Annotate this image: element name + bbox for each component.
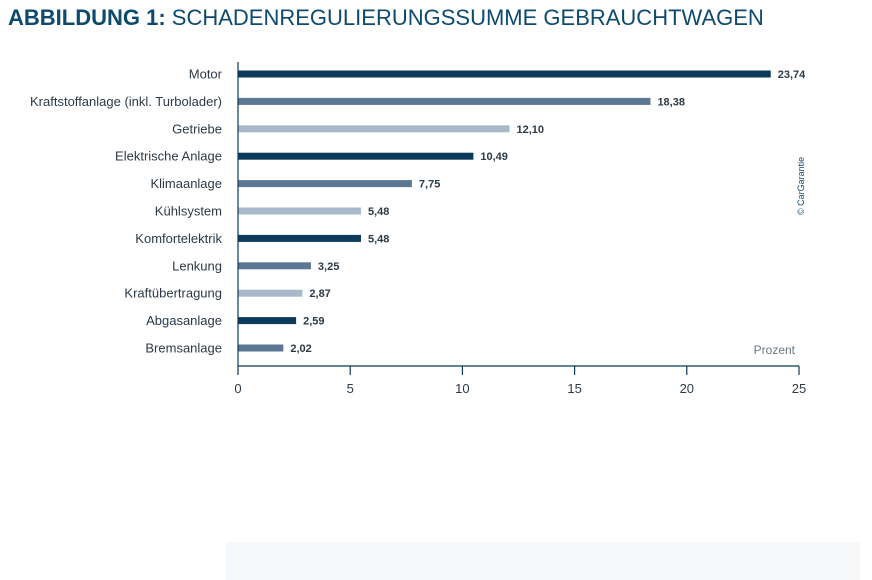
value-label: 2,02 (290, 343, 311, 355)
copyright-note: © CarGarantie (796, 157, 806, 215)
category-label: Abgasanlage (146, 313, 222, 328)
bar (238, 317, 297, 325)
value-label: 3,25 (318, 261, 339, 273)
bar (238, 289, 303, 297)
bar (238, 262, 311, 270)
value-label: 5,48 (368, 206, 389, 218)
footer-panel (226, 542, 860, 580)
value-label: 5,48 (368, 233, 389, 245)
value-label: 2,87 (309, 288, 330, 300)
bar (238, 152, 474, 160)
bar (238, 97, 651, 105)
x-axis-unit-label: Prozent (754, 343, 796, 357)
x-tick-label: 20 (680, 381, 694, 396)
category-labels: Motor Kraftstoffanlage (inkl. Turbolader)… (30, 67, 223, 356)
value-labels: 23,74 18,38 12,10 10,49 7,75 5,48 5,48 3,25 2,87… (290, 69, 806, 355)
x-tick-label: 0 (234, 381, 241, 396)
category-label: Kühlsystem (155, 204, 222, 219)
x-tick-label: 25 (792, 381, 806, 396)
category-label: Komfortelektrik (135, 231, 222, 246)
value-label: 2,59 (303, 316, 324, 328)
category-label: Kraftstoffanlage (inkl. Turbolader) (30, 94, 222, 109)
x-tick-label: 10 (455, 381, 469, 396)
bar (238, 70, 771, 78)
bar (238, 344, 284, 352)
bar (238, 125, 510, 133)
value-label: 10,49 (480, 151, 508, 163)
bar (238, 207, 361, 215)
axis-group: 0 5 10 15 20 25 (234, 62, 806, 396)
chart-title-prefix: ABBILDUNG 1: (8, 5, 166, 30)
category-label: Elektrische Anlage (115, 149, 222, 164)
bar-group (238, 70, 771, 352)
value-label: 18,38 (657, 96, 685, 108)
category-label: Lenkung (172, 258, 222, 273)
value-label: 7,75 (419, 179, 440, 191)
chart-title: ABBILDUNG 1: SCHADENREGULIERUNGSSUMME GE… (8, 4, 764, 32)
value-label: 23,74 (778, 69, 806, 81)
chart-title-text: SCHADENREGULIERUNGSSUMME GEBRAUCHTWAGEN (171, 5, 764, 30)
category-label: Kraftübertragung (124, 286, 222, 301)
category-label: Getriebe (172, 121, 222, 136)
x-tick-label: 15 (567, 381, 581, 396)
x-tick-label: 5 (347, 381, 354, 396)
category-label: Motor (189, 67, 223, 82)
category-label: Bremsanlage (145, 341, 222, 356)
bar (238, 180, 412, 188)
category-label: Klimaanlage (150, 176, 222, 191)
value-label: 12,10 (517, 124, 545, 136)
bar (238, 234, 361, 242)
